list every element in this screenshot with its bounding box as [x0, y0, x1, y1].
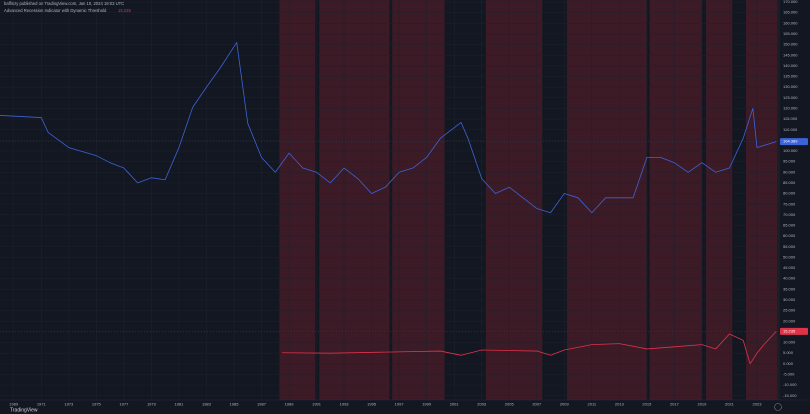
last-value-badge — [780, 327, 808, 335]
x-tick-label: 2017 — [670, 402, 680, 407]
x-tick-label: 1997 — [395, 402, 405, 407]
indicator-name: Advanced Recession Indicator with Dynami… — [4, 8, 107, 13]
y-tick-label: 145.000 — [783, 52, 798, 57]
x-tick-label: 1987 — [257, 402, 267, 407]
x-tick-label: 2013 — [615, 402, 625, 407]
y-tick-label: 125.000 — [783, 95, 798, 100]
y-tick-label: 40.000 — [783, 276, 796, 281]
x-tick-label: 2011 — [588, 402, 597, 407]
signal-band — [319, 0, 390, 400]
y-tick-label: 55.000 — [783, 244, 796, 249]
settings-icon[interactable] — [774, 403, 782, 411]
last-value-label: 15.235 — [783, 328, 796, 333]
x-tick-label: 2005 — [505, 402, 515, 407]
last-value-label: 104.389 — [783, 139, 798, 144]
last-value-badge — [780, 138, 808, 146]
y-tick-label: -10.000 — [783, 382, 797, 387]
y-tick-label: 0.000 — [783, 361, 794, 366]
signal-band — [567, 0, 647, 400]
y-tick-label: 80.000 — [783, 191, 796, 196]
y-tick-label: 10.000 — [783, 340, 796, 345]
indicator-value: 15.235 — [118, 8, 131, 13]
y-tick-label: 50.000 — [783, 254, 796, 259]
x-tick-label: 1989 — [285, 402, 295, 407]
x-tick-label: 1995 — [367, 402, 377, 407]
x-tick-label: 1971 — [37, 402, 47, 407]
x-tick-label: 1991 — [312, 402, 322, 407]
x-tick-label: 2021 — [725, 402, 735, 407]
x-tick-label: 1985 — [230, 402, 240, 407]
y-tick-label: 130.000 — [783, 84, 798, 89]
x-tick-label: 1979 — [147, 402, 157, 407]
y-tick-label: 150.000 — [783, 42, 798, 47]
signal-band — [649, 0, 702, 400]
x-tick-label: 1999 — [422, 402, 432, 407]
y-tick-label: 95.000 — [783, 159, 796, 164]
y-tick-label: -15.000 — [783, 393, 797, 398]
y-tick-label: 170.000 — [783, 0, 798, 4]
y-tick-label: 155.000 — [783, 31, 798, 36]
y-tick-label: 85.000 — [783, 180, 796, 185]
signal-band — [706, 0, 733, 400]
x-tick-label: 2019 — [697, 402, 707, 407]
x-tick-label: 2015 — [642, 402, 652, 407]
y-tick-label: 65.000 — [783, 223, 796, 228]
x-tick-label: 2007 — [532, 402, 542, 407]
signal-band — [485, 0, 543, 400]
y-tick-label: 110.000 — [783, 127, 798, 132]
x-tick-label: 2009 — [560, 402, 570, 407]
signal-band — [392, 0, 445, 400]
series-line — [0, 42, 777, 214]
y-tick-label: 115.000 — [783, 116, 798, 121]
x-tick-label: 2001 — [450, 402, 460, 407]
y-tick-label: 140.000 — [783, 63, 798, 68]
signal-band — [745, 0, 778, 400]
y-tick-label: 100.000 — [783, 148, 798, 153]
y-tick-label: 165.000 — [783, 10, 798, 15]
x-tick-label: 1981 — [174, 402, 184, 407]
x-tick-label: 2003 — [477, 402, 487, 407]
y-tick-label: 160.000 — [783, 20, 798, 25]
x-tick-label: 1969 — [9, 402, 19, 407]
y-tick-label: 30.000 — [783, 297, 796, 302]
y-tick-label: 25.000 — [783, 308, 796, 313]
y-tick-label: 5.000 — [783, 350, 794, 355]
signal-band — [279, 0, 316, 400]
y-tick-label: 45.000 — [783, 265, 796, 270]
x-tick-label: 1983 — [202, 402, 212, 407]
y-tick-label: 135.000 — [783, 74, 798, 79]
author-line: baffinzy published on TradingView.com, J… — [4, 1, 124, 6]
series-line — [282, 331, 777, 365]
y-tick-label: -5.000 — [783, 372, 795, 377]
x-tick-label: 1975 — [92, 402, 102, 407]
logo: TradingView — [10, 407, 38, 413]
y-tick-label: 90.000 — [783, 169, 796, 174]
x-tick-label: 1973 — [64, 402, 74, 407]
y-tick-label: 120.000 — [783, 105, 798, 110]
y-tick-label: 75.000 — [783, 201, 796, 206]
x-tick-label: 1977 — [119, 402, 129, 407]
y-tick-label: 60.000 — [783, 233, 796, 238]
y-tick-label: 70.000 — [783, 212, 796, 217]
y-tick-label: 20.000 — [783, 318, 796, 323]
x-tick-label: 2023 — [753, 402, 763, 407]
y-tick-label: 35.000 — [783, 286, 796, 291]
x-tick-label: 1993 — [340, 402, 350, 407]
